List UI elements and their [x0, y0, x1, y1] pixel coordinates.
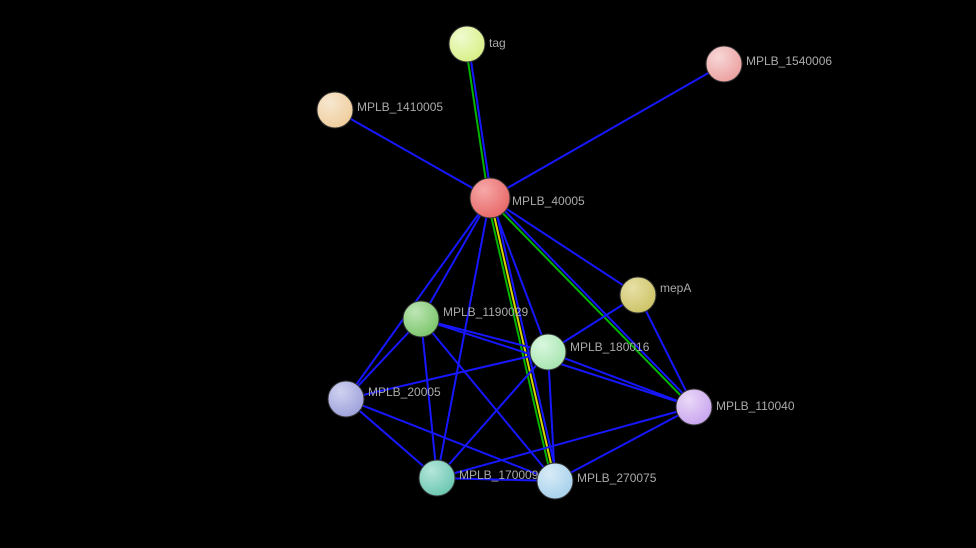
node-label: mepA	[660, 281, 691, 295]
edge	[346, 198, 490, 399]
node-label: MPLB_1700092	[459, 468, 545, 482]
node-circle[interactable]	[620, 277, 656, 313]
edge	[437, 352, 548, 478]
node-label: MPLB_110040	[716, 399, 795, 413]
edge	[421, 198, 490, 319]
network-node[interactable]: mepA	[620, 277, 691, 313]
node-label: MPLB_40005	[512, 194, 585, 208]
network-node[interactable]: MPLB_110040	[676, 389, 795, 425]
edge	[468, 44, 491, 198]
edge	[466, 44, 489, 198]
node-label: MPLB_1410005	[357, 100, 443, 114]
node-layer: MPLB_40005 tag MPLB_1540006 MPLB_1410005mep…	[317, 26, 832, 499]
network-node[interactable]: MPLB_1540006	[706, 46, 832, 82]
network-node[interactable]: MPLB_270075	[537, 463, 657, 499]
network-diagram: MPLB_40005 tag MPLB_1540006 MPLB_1410005mep…	[0, 0, 976, 548]
network-node[interactable]: MPLB_20005	[328, 381, 441, 417]
node-circle[interactable]	[449, 26, 485, 62]
node-circle[interactable]	[419, 460, 455, 496]
edge	[490, 64, 724, 198]
edge	[335, 110, 490, 198]
node-label: MPLB_270075	[577, 471, 657, 485]
network-node[interactable]: MPLB_180016	[530, 334, 650, 370]
node-circle[interactable]	[530, 334, 566, 370]
node-circle[interactable]	[706, 46, 742, 82]
node-label: MPLB_20005	[368, 385, 441, 399]
node-circle[interactable]	[676, 389, 712, 425]
node-label: tag	[489, 36, 506, 50]
edge	[421, 319, 548, 352]
edge	[555, 407, 694, 481]
network-node[interactable]: MPLB_40005	[470, 178, 585, 218]
node-circle[interactable]	[537, 463, 573, 499]
edge	[489, 199, 693, 408]
node-label: MPLB_180016	[570, 340, 650, 354]
node-circle[interactable]	[403, 301, 439, 337]
network-node[interactable]: MPLB_1410005	[317, 92, 443, 128]
edge	[548, 352, 694, 407]
node-circle[interactable]	[328, 381, 364, 417]
node-circle[interactable]	[470, 178, 510, 218]
node-circle[interactable]	[317, 92, 353, 128]
node-label: MPLB_1540006	[746, 54, 832, 68]
node-label: MPLB_1190029	[443, 305, 529, 319]
network-node[interactable]: tag	[449, 26, 506, 62]
